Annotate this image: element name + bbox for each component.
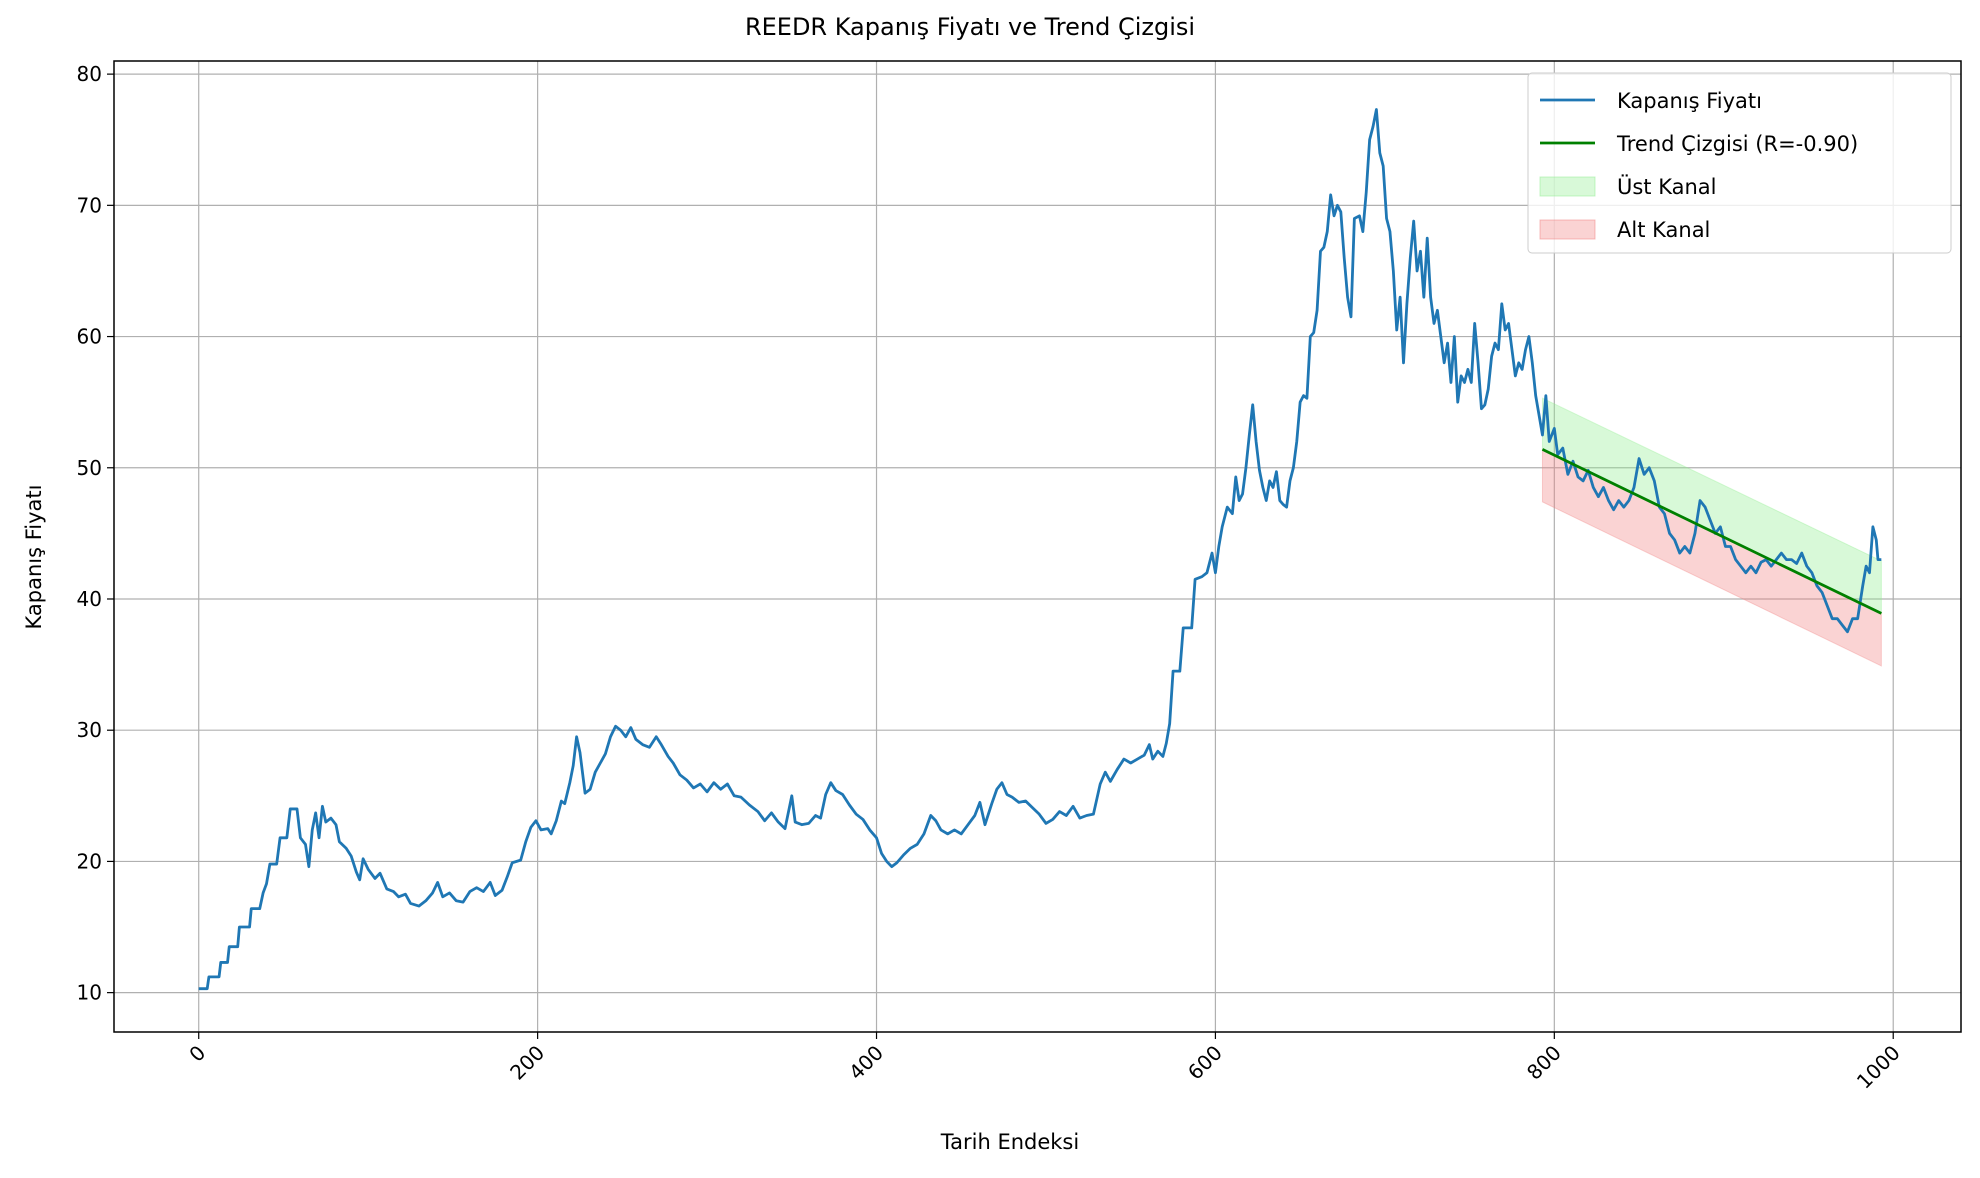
legend-box: [1527, 72, 1952, 254]
y-tick-label: 80: [77, 62, 102, 86]
x-tick-label: 200: [505, 1041, 549, 1085]
legend-swatch-patch: [1539, 219, 1596, 240]
y-axis-label: Kapanış Fiyatı: [22, 485, 46, 630]
series-lines: [198, 108, 1882, 991]
y-tick-label: 70: [77, 193, 102, 217]
legend-label: Üst Kanal: [1617, 174, 1717, 199]
y-axis-ticks: 10 20 30 40 50 60 70 80: [77, 62, 114, 1005]
legend-label: Trend Çizgisi (R=-0.90): [1616, 132, 1858, 156]
legend-swatch-patch: [1539, 176, 1596, 197]
chart-title: REEDR Kapanış Fiyatı ve Trend Çizgisi: [745, 13, 1195, 41]
x-tick-label: 800: [1522, 1041, 1566, 1085]
x-axis-ticks: 0 200 400 600 800 1000: [184, 1032, 1905, 1094]
x-tick-label: 1000: [1852, 1041, 1905, 1094]
y-tick-label: 30: [77, 718, 102, 742]
y-tick-label: 20: [77, 849, 102, 873]
x-tick-label: 400: [844, 1041, 888, 1085]
x-tick-label: 0: [184, 1041, 210, 1067]
x-tick-label: 600: [1183, 1041, 1227, 1085]
legend-label: Alt Kanal: [1617, 218, 1710, 242]
plot-frame: [113, 60, 1962, 1033]
y-tick-label: 60: [77, 325, 102, 349]
legend: Kapanış Fiyatı Trend Çizgisi (R=-0.90) Üst…: [1527, 72, 1952, 254]
x-axis-label: Tarih Endeksi: [940, 1130, 1079, 1154]
series-line-trend: [1541, 448, 1882, 615]
legend-label: Kapanış Fiyatı: [1617, 89, 1762, 113]
y-tick-label: 50: [77, 456, 102, 480]
y-tick-label: 10: [77, 981, 102, 1005]
series-line-closing-price: [198, 108, 1882, 991]
y-tick-label: 40: [77, 587, 102, 611]
